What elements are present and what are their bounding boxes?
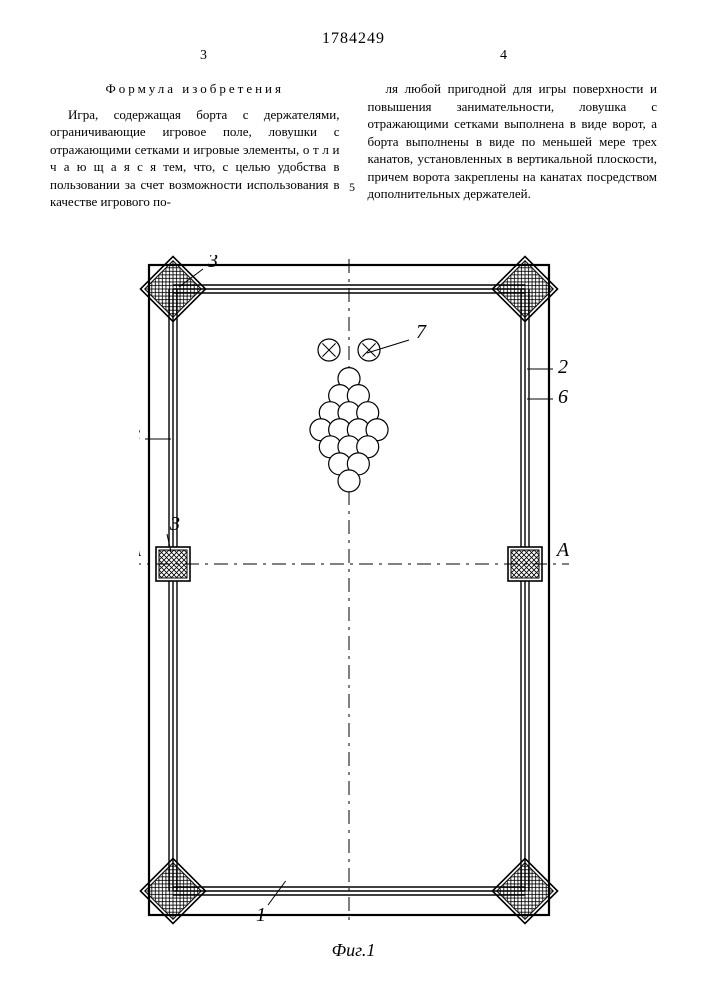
svg-text:3: 3 — [207, 255, 218, 272]
right-column-text: ля любой пригодной для игры поверхности … — [368, 80, 658, 203]
svg-text:2: 2 — [558, 356, 568, 378]
svg-text:6: 6 — [139, 426, 140, 448]
claims-title: Формула изобретения — [50, 80, 340, 98]
svg-text:А: А — [554, 539, 568, 561]
svg-text:1: 1 — [256, 904, 266, 926]
right-column: ля любой пригодной для игры поверхности … — [368, 80, 658, 211]
column-number-right: 4 — [500, 48, 507, 64]
document-number: 1784249 — [0, 30, 707, 48]
svg-text:А: А — [139, 539, 142, 561]
svg-text:6: 6 — [558, 386, 568, 408]
figure-caption: Фиг.1 — [0, 940, 707, 961]
column-number-left: 3 — [200, 48, 207, 64]
svg-text:7: 7 — [416, 321, 427, 343]
figure-1: 3 7 2 6 6 3 А А 1 — [0, 255, 707, 940]
left-column-text: Игра, содержащая борта с держателями, ог… — [50, 106, 340, 211]
left-column: Формула изобретения Игра, содержащая бор… — [50, 80, 340, 211]
svg-text:3: 3 — [169, 513, 180, 535]
margin-line-number: 5 — [349, 180, 355, 195]
